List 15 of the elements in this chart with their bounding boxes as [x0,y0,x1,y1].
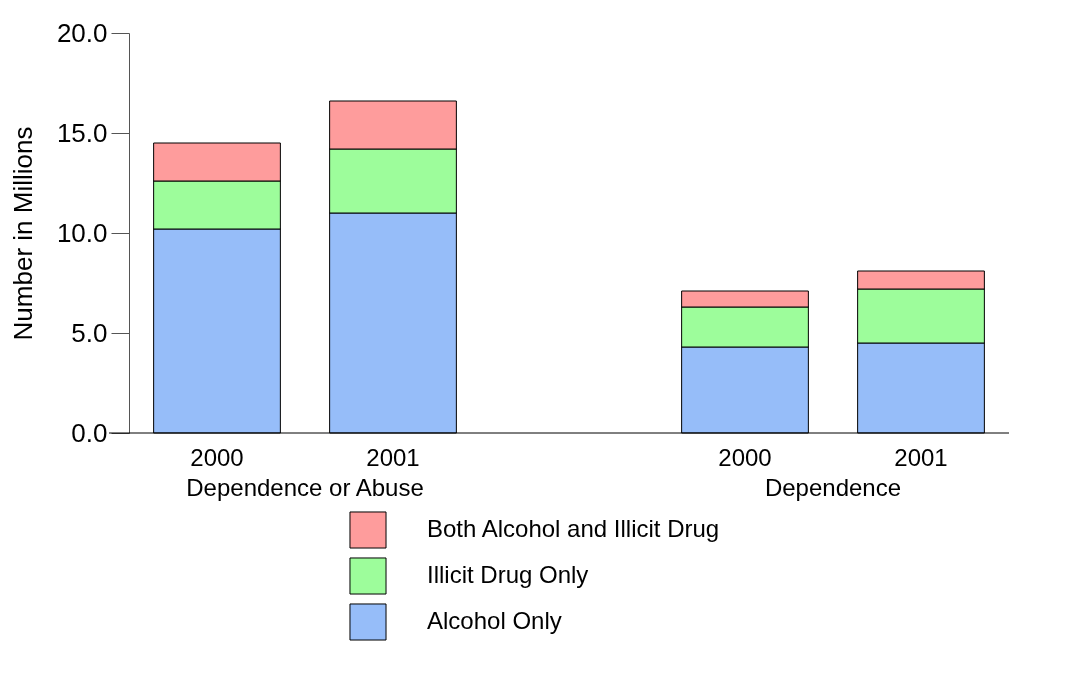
y-tick-label: 10.0 [56,217,108,248]
legend-label: Alcohol Only [427,607,562,634]
x-tick-label: 2001 [894,444,948,471]
legend-label: Both Alcohol and Illicit Drug [427,515,720,542]
y-tick-label: 0.0 [71,417,108,448]
y-tick-label: 15.0 [56,117,108,148]
y-axis-title: Number in Millions [7,126,38,341]
x-tick-label: 2001 [366,444,420,471]
text: Dependence [764,474,902,501]
x-tick-label: 2000 [718,444,772,471]
text: Dependence or Abuse [186,474,424,501]
y-tick-label: 5.0 [71,317,108,348]
x-tick-label: 2000 [190,444,244,471]
legend-label: Illicit Drug Only [427,561,589,588]
y-tick-label: 20.0 [56,17,108,48]
